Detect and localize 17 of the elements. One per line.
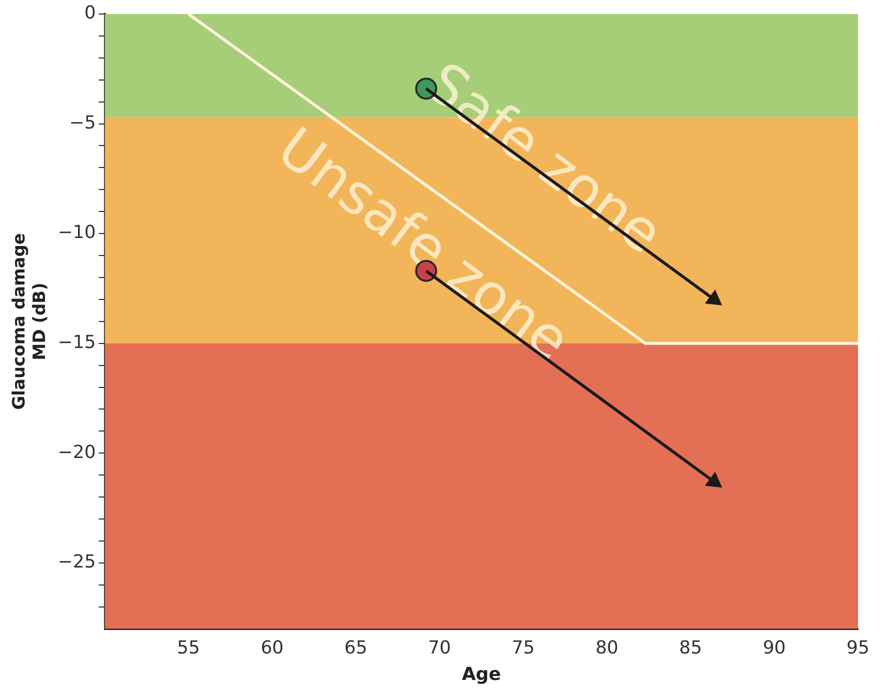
x-tick-label: 90 — [762, 637, 786, 658]
y-tick-label: −25 — [58, 552, 96, 573]
x-axis-title: Age — [462, 664, 501, 685]
x-tick-label: 85 — [679, 637, 702, 658]
y-tick-label: −20 — [58, 442, 96, 463]
x-tick-label: 70 — [428, 637, 451, 658]
y-tick-label: 0 — [84, 2, 96, 24]
y-axis-title: Glaucoma damage MD (dB) — [10, 233, 50, 410]
y-tick-label: −10 — [58, 222, 96, 244]
x-tick-label: 80 — [595, 637, 618, 658]
x-tick-label: 75 — [512, 637, 535, 658]
x-tick-label: 95 — [846, 637, 870, 658]
y-tick-label: −5 — [69, 112, 96, 134]
x-tick-label: 55 — [177, 637, 200, 658]
x-tick-label: 60 — [260, 637, 284, 658]
x-tick-label: 65 — [344, 637, 368, 658]
y-tick-label: −15 — [58, 332, 96, 354]
